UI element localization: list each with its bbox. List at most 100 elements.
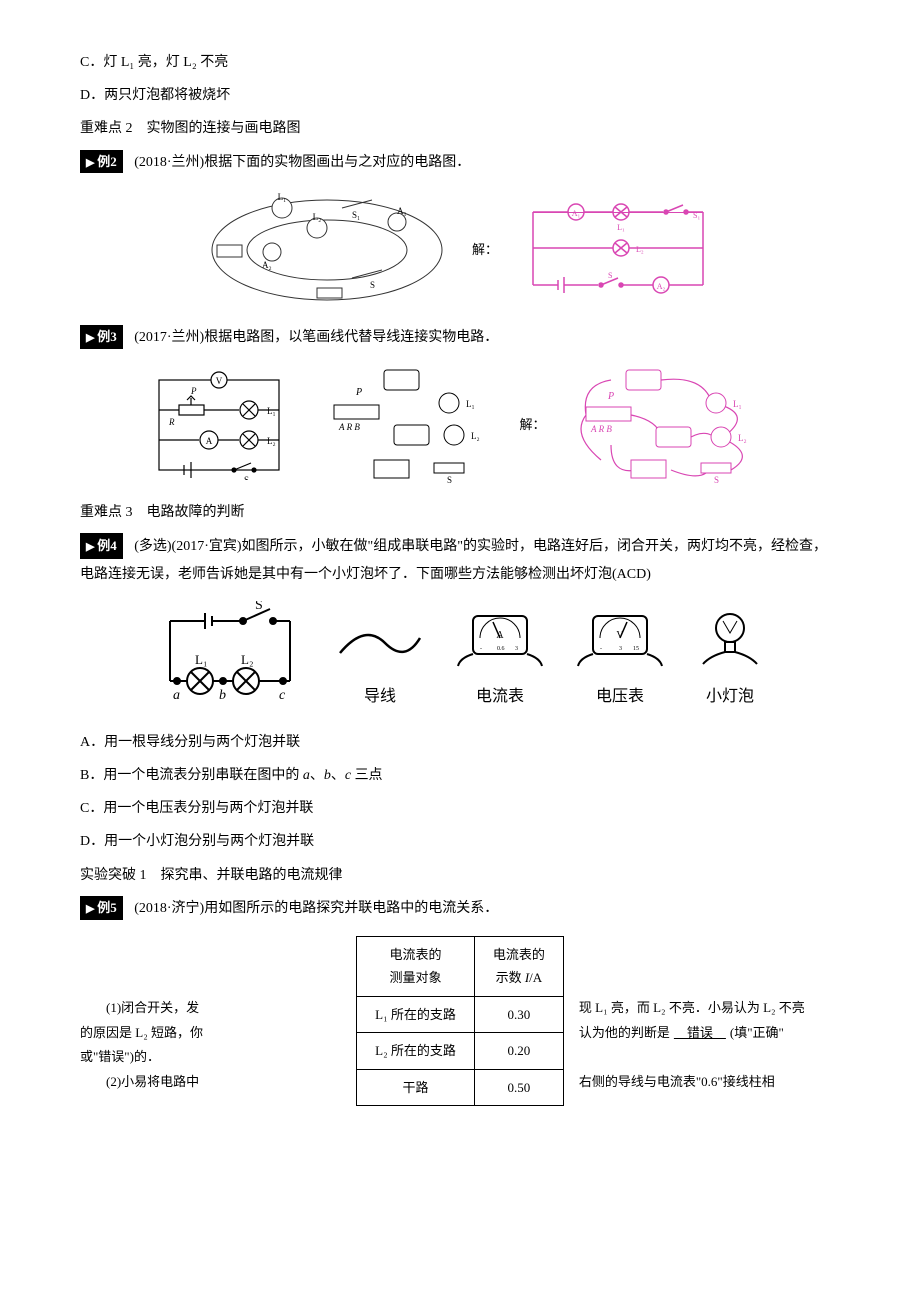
option-d-text: D．两只灯泡都将被烧坏 [80,88,230,103]
svg-text:S: S [608,271,612,280]
ex4-option-c: C．用一个电压表分别与两个灯泡并联 [80,796,840,821]
th1-l2: 测量对象 [375,966,456,989]
svg-text:0.6: 0.6 [497,646,505,652]
option-c: C．灯 L₁ 亮，灯 L₂ 不亮 [80,50,840,75]
svg-text:A₁: A₁ [397,206,407,216]
svg-text:S: S [255,601,263,613]
ex2-physical-svg: L₁ L₂ A₂ A₁ S₁ S [202,190,452,310]
ex5-left-4: (2)小易将电路中 [106,1074,199,1089]
ex4-option-d: D．用一个小灯泡分别与两个灯泡并联 [80,829,840,854]
ex4-bulb: 小灯泡 [695,608,765,712]
svg-text:S: S [370,280,375,290]
example-4-tag: 例4 [80,533,123,559]
option-c-text: C．灯 L₁ 亮，灯 L₂ 不亮 [80,55,228,70]
ex3-schematic-svg: V P R L₁ A L₂ [149,370,289,480]
ex4-voltmeter-label: 电压表 [575,683,665,712]
svg-text:b: b [219,688,226,701]
ex3-physical-pink: P A R B L₁ L₂ S [561,365,771,485]
ex5-left-1: (1)闭合开关，发 [106,1000,199,1015]
svg-text:L₂: L₂ [636,245,644,254]
svg-text:L₁: L₁ [733,399,742,409]
svg-text:P: P [355,387,362,398]
ex5-right-1: 现 L₁ 亮，而 L₂ 不亮．小易认为 L₂ 不亮 [579,1000,805,1015]
example-5-tag: 例5 [80,896,123,920]
table-row: L₂ 所在的支路 0.20 [357,1033,564,1069]
exp1-title: 实验突破 1 探究串、并联电路的电流规律 [80,863,840,888]
table-header-2: 电流表的 示数 I/A [474,937,563,997]
svg-text:L₁: L₁ [195,652,207,667]
ex4-option-d-text: D．用一个小灯泡分别与两个灯泡并联 [80,834,314,849]
svg-text:S₁: S₁ [352,210,360,220]
ex5-table-wrap: (1)闭合开关，发 的原因是 L₂ 短路，你 或"错误")的． (2)小易将电路… [80,936,840,1106]
section3-title: 重难点 3 电路故障的判断 [80,500,840,525]
td-2-0: 干路 [357,1069,475,1105]
ex2-solution-svg: A₁ L₁ S₁ L₂ [518,200,718,300]
ex4-voltmeter: V -315 电压表 [575,608,665,712]
section3-title-text: 重难点 3 电路故障的判断 [80,505,245,520]
svg-text:A: A [496,630,504,641]
svg-text:P: P [607,391,614,402]
option-d: D．两只灯泡都将被烧坏 [80,83,840,108]
ex4-option-b: B．用一个电流表分别串联在图中的 a、b、c 三点 [80,763,840,788]
svg-text:P: P [190,386,197,396]
example-2: 例2 (2018·兰州)根据下面的实物图画出与之对应的电路图． [80,150,840,175]
svg-text:A₂: A₂ [657,282,666,291]
ex2-solution-label: 解： [472,238,498,261]
th2-l2: 示数 I/A [493,966,545,989]
svg-text:a: a [173,688,180,701]
td-0-1: 0.30 [474,996,563,1032]
ex5-right-text: 现 L₁ 亮，而 L₂ 不亮．小易认为 L₂ 不亮 认为他的判断是 错误 (填"… [574,936,840,1095]
example-3-text: (2017·兰州)根据电路图，以笔画线代替导线连接实物电路． [134,330,498,345]
svg-text:R: R [168,417,175,427]
example-5: 例5 (2018·济宁)用如图所示的电路探究并联电路中的电流关系． [80,896,840,921]
ex3-physical-black: P A R B L₁ L₂ S [304,365,504,485]
ex4-circuit: S L₁ L₂ a b c [155,601,305,712]
ex3-solution-label: 解： [519,413,545,436]
svg-text:V: V [216,376,223,386]
svg-text:V: V [616,630,624,641]
ex2-solution-diagram: A₁ L₁ S₁ L₂ [518,200,718,300]
ex3-schematic: V P R L₁ A L₂ [149,370,289,480]
svg-text:A R B: A R B [338,422,360,432]
svg-text:3: 3 [515,646,518,652]
ex4-ammeter-label: 电流表 [455,683,545,712]
exp1-title-text: 实验突破 1 探究串、并联电路的电流规律 [80,868,343,883]
example-3-figures: V P R L₁ A L₂ [80,365,840,485]
th2-l1: 电流表的 [493,943,545,966]
example-2-figures: L₁ L₂ A₂ A₁ S₁ S 解： A₁ L₁ [80,190,840,310]
table-row: 干路 0.50 [357,1069,564,1105]
td-2-1: 0.50 [474,1069,563,1105]
svg-text:L₂: L₂ [267,436,276,446]
ex5-blank: 错误 [670,1025,730,1040]
ex5-data-table: 电流表的 测量对象 电流表的 示数 I/A L₁ 所在的支路 0.30 L₂ 所… [356,936,564,1106]
svg-text:L₂: L₂ [313,212,322,222]
svg-text:L₁: L₁ [617,223,625,232]
svg-text:-: - [480,646,482,652]
svg-text:L₁: L₁ [278,192,287,202]
svg-text:L₂: L₂ [738,433,747,443]
example-3: 例3 (2017·兰州)根据电路图，以笔画线代替导线连接实物电路． [80,325,840,350]
svg-text:c: c [279,688,286,701]
svg-text:S: S [714,475,719,485]
section2-title-text: 重难点 2 实物图的连接与画电路图 [80,121,301,136]
example-5-text: (2018·济宁)用如图所示的电路探究并联电路中的电流关系． [134,901,498,916]
table-header-row: 电流表的 测量对象 电流表的 示数 I/A [357,937,564,997]
td-0-0: L₁ 所在的支路 [357,996,475,1032]
ex4-option-a: A．用一根导线分别与两个灯泡并联 [80,730,840,755]
td-1-1: 0.20 [474,1033,563,1069]
section2-title: 重难点 2 实物图的连接与画电路图 [80,116,840,141]
svg-text:3: 3 [619,646,622,652]
ex4-wire: 导线 [335,618,425,712]
svg-text:L₂: L₂ [241,652,253,667]
ex4-ammeter: A - 0.6 3 电流表 [455,608,545,712]
td-1-0: L₂ 所在的支路 [357,1033,475,1069]
ex4-option-c-text: C．用一个电压表分别与两个灯泡并联 [80,801,313,816]
ex5-left-3: 或"错误")的． [80,1049,160,1064]
svg-text:-: - [600,646,602,652]
svg-text:L₁: L₁ [466,399,475,409]
svg-text:A R B: A R B [590,424,612,434]
ex5-left-2: 的原因是 L₂ 短路，你 [80,1025,203,1040]
ex4-bulb-label: 小灯泡 [695,683,765,712]
example-3-tag: 例3 [80,325,123,349]
ex5-left-text: (1)闭合开关，发 的原因是 L₂ 短路，你 或"错误")的． (2)小易将电路… [80,936,346,1095]
